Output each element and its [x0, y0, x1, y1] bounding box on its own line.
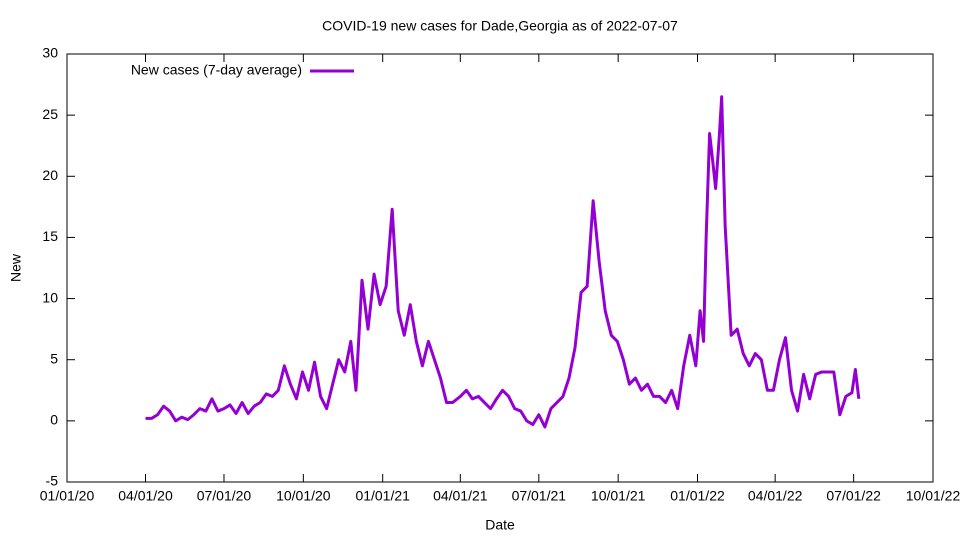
- x-tick-label: 01/01/20: [40, 488, 95, 504]
- x-tick-label: 10/01/20: [276, 488, 331, 504]
- x-axis-label: Date: [485, 517, 515, 533]
- y-axis-label: New: [8, 253, 24, 282]
- x-tick-label: 04/01/20: [118, 488, 173, 504]
- y-tick-label: 15: [42, 228, 58, 244]
- plot-frame: [66, 53, 934, 483]
- y-tick-label: 20: [42, 167, 58, 183]
- y-tick-label: 10: [42, 289, 58, 305]
- x-tick-label: 10/01/21: [591, 488, 646, 504]
- x-tick-label: 01/01/22: [670, 488, 725, 504]
- legend-label: New cases (7-day average): [131, 62, 302, 78]
- y-tick-label: 0: [50, 412, 58, 428]
- y-tick-label: 25: [42, 106, 58, 122]
- x-tick-label: 04/01/22: [748, 488, 803, 504]
- x-tick-label: 07/01/22: [826, 488, 881, 504]
- x-tick-label: 07/01/21: [512, 488, 567, 504]
- y-tick-label: -5: [46, 473, 59, 489]
- y-tick-label: 5: [50, 350, 58, 366]
- x-tick-label: 01/01/21: [355, 488, 410, 504]
- x-tick-label: 04/01/21: [433, 488, 488, 504]
- x-tick-label: 10/01/22: [906, 488, 960, 504]
- x-tick-label: 07/01/20: [197, 488, 252, 504]
- chart-title: COVID-19 new cases for Dade,Georgia as o…: [322, 18, 678, 34]
- y-tick-label: 30: [42, 45, 58, 61]
- data-line: [145, 95, 861, 429]
